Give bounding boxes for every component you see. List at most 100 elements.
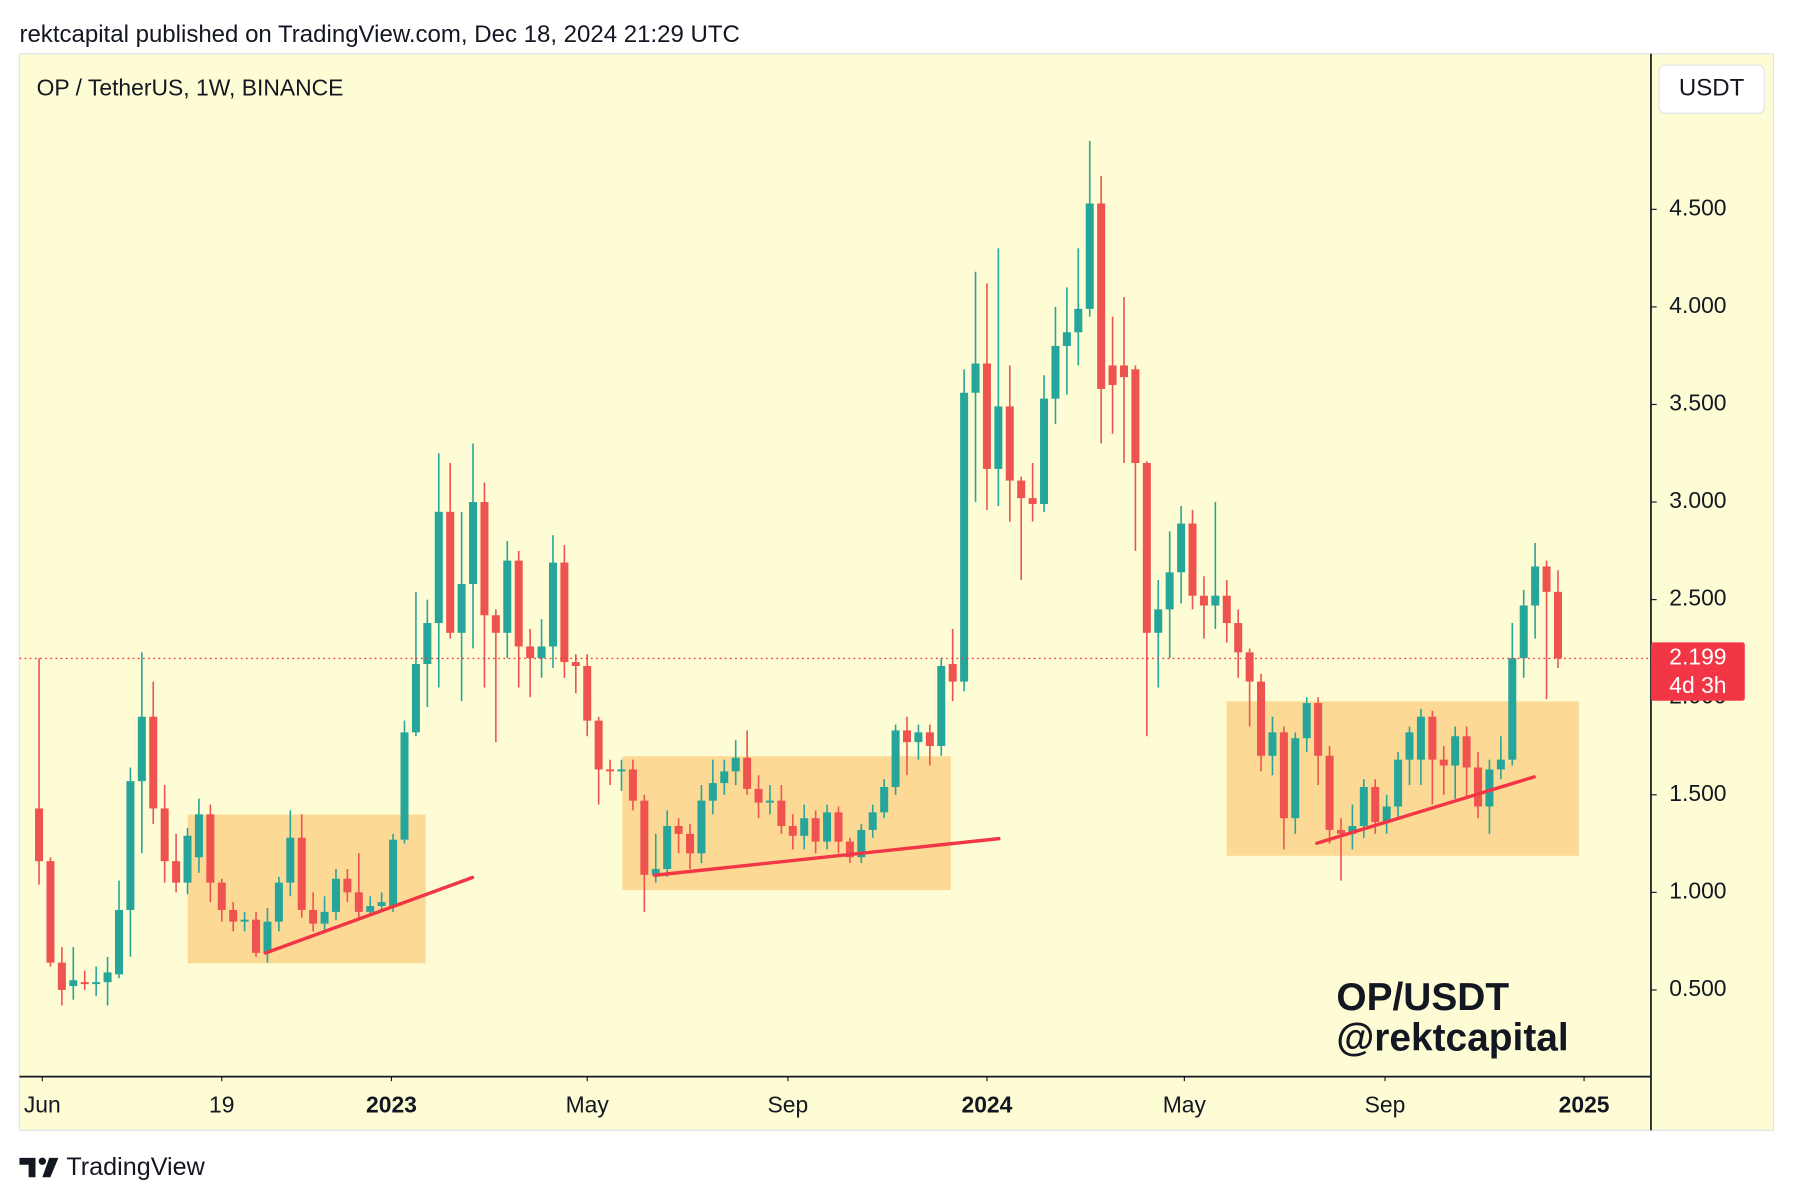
y-tick-label: 0.500 — [1669, 975, 1726, 1001]
candle-body — [1005, 406, 1014, 481]
candle-body — [1131, 369, 1140, 464]
trendlines — [263, 775, 1536, 955]
candle-body — [1222, 595, 1231, 624]
x-tick-label: Sep — [768, 1091, 809, 1117]
candle-body — [1371, 786, 1380, 823]
candle-body — [651, 868, 660, 875]
candle-body — [149, 716, 158, 809]
candle-body — [194, 814, 203, 858]
candle-body — [526, 646, 535, 659]
candle-body — [765, 800, 774, 803]
candle-body — [560, 562, 569, 663]
y-tick-label: 3.000 — [1669, 487, 1726, 513]
candle-body — [503, 560, 512, 633]
candle-body — [1336, 829, 1345, 834]
y-tick-label: 3.500 — [1669, 390, 1726, 416]
candle-body — [834, 812, 843, 842]
candle-body — [1359, 786, 1368, 827]
candle-body — [1348, 826, 1357, 834]
candle-body — [708, 783, 717, 801]
candle-body — [229, 909, 238, 922]
candle-body — [114, 909, 123, 975]
candle-body — [1097, 203, 1106, 389]
candle-body — [880, 786, 889, 813]
candle-body — [92, 982, 101, 985]
publish-header: rektcapital published on TradingView.com… — [19, 21, 739, 48]
candle-body — [754, 788, 763, 803]
candle-body — [1325, 755, 1334, 830]
candle-body — [1508, 658, 1517, 760]
candle-body — [777, 800, 786, 827]
candle-body — [57, 962, 66, 990]
candle-body — [868, 812, 877, 830]
last-price-label: 2.199 — [1669, 643, 1726, 669]
plot — [19, 141, 1651, 1006]
y-tick-label: 2.500 — [1669, 585, 1726, 611]
candle-body — [1496, 759, 1505, 770]
candle-body — [1142, 463, 1151, 633]
candle-body — [491, 615, 500, 633]
candle-body — [800, 818, 809, 836]
x-tick-label: Sep — [1365, 1091, 1406, 1117]
candle-body — [263, 921, 272, 953]
candle-body — [674, 826, 683, 834]
candle-body — [160, 808, 169, 862]
candle-body — [469, 502, 478, 585]
x-tick-label: May — [1163, 1091, 1207, 1117]
candle-body — [1279, 732, 1288, 819]
x-tick-label: 2024 — [962, 1091, 1013, 1117]
candle-body — [286, 837, 295, 883]
candle-body — [366, 906, 375, 912]
candle-body — [1177, 523, 1186, 573]
candle-body — [1474, 767, 1483, 807]
candle-body — [1268, 732, 1277, 756]
candle-body — [354, 892, 363, 912]
watermark: OP/USDT — [1336, 976, 1509, 1019]
candle-body — [1119, 365, 1128, 378]
candle-body — [857, 829, 866, 858]
candle-body — [1519, 605, 1528, 659]
candle-body — [217, 882, 226, 910]
candle-body — [1062, 332, 1071, 346]
symbol-title: OP / TetherUS, 1W, BINANCE — [37, 74, 344, 100]
currency-button[interactable] — [1658, 64, 1765, 114]
candle-body — [103, 972, 112, 983]
annotations — [187, 701, 1579, 964]
y-tick-label: 1.000 — [1669, 877, 1726, 903]
candle-body — [697, 800, 706, 854]
candle-body — [743, 757, 752, 789]
x-tick-label: May — [566, 1091, 610, 1117]
candle-body — [731, 757, 740, 772]
candle-body — [1382, 806, 1391, 823]
candle-body — [982, 363, 991, 469]
candle-body — [69, 980, 78, 987]
candle-body — [663, 826, 672, 869]
currency-label[interactable]: USDT — [1679, 75, 1745, 102]
candle-body — [606, 769, 615, 772]
candle-body — [320, 911, 329, 924]
last-price-tag — [1650, 642, 1745, 701]
candle-body — [1234, 623, 1243, 653]
candle-body — [1428, 716, 1437, 760]
candle-body — [628, 769, 637, 801]
candle-body — [571, 662, 580, 666]
candle-body — [1462, 736, 1471, 768]
candle-body — [1291, 738, 1300, 819]
candle-body — [240, 919, 249, 922]
candle-body — [960, 392, 969, 682]
candle-body — [1074, 308, 1083, 333]
trendline — [652, 836, 1001, 877]
candle-body — [1531, 566, 1540, 606]
candle-body — [720, 771, 729, 784]
candle-body — [1165, 572, 1174, 610]
candle-body — [594, 720, 603, 770]
trendline — [1315, 775, 1536, 845]
candle-body — [1085, 203, 1094, 309]
candle-body — [925, 732, 934, 747]
candle-body — [1245, 652, 1254, 682]
candle-body — [617, 769, 626, 772]
candle-body — [252, 919, 261, 953]
candle-body — [206, 814, 215, 883]
candle-body — [423, 623, 432, 665]
